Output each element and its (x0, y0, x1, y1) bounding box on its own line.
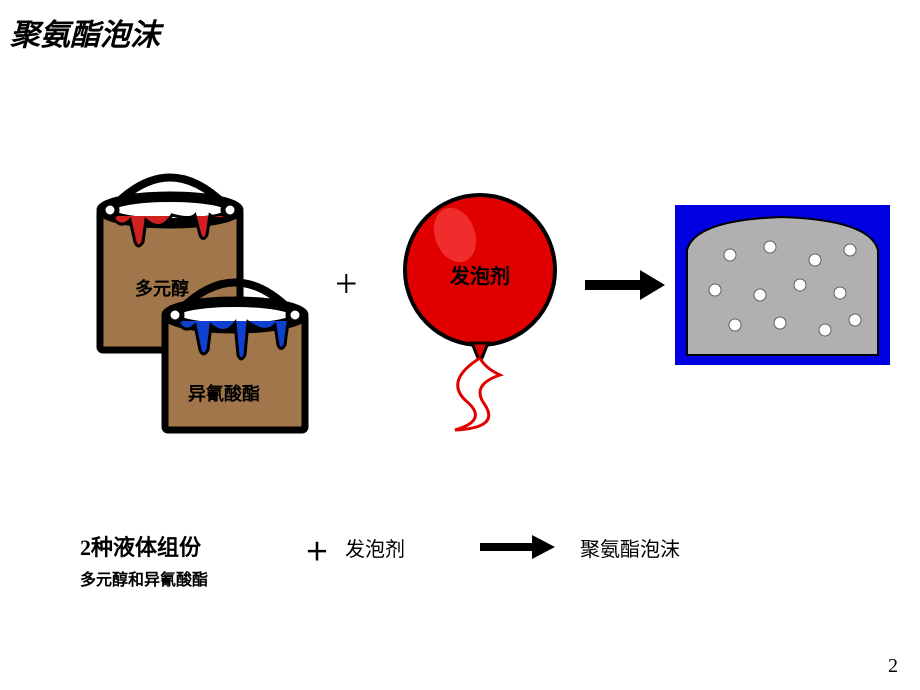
main-diagram: 多元醇 异氰酸酯 + 发泡剂 (80, 170, 880, 460)
back-can-label: 多元醇 (135, 275, 189, 301)
balloon-icon (390, 180, 570, 440)
components-sub: 多元醇和异氰酸酯 (80, 566, 208, 590)
blowing-agent-label: 发泡剂 (345, 533, 405, 562)
components-main: 2种液体组份 (80, 530, 208, 562)
front-can-label: 异氰酸酯 (188, 380, 260, 406)
plus-icon-1: + (335, 260, 358, 307)
balloon-label: 发泡剂 (450, 260, 510, 289)
page-number: 2 (888, 655, 898, 678)
result-label: 聚氨酯泡沫 (580, 533, 680, 562)
plus-icon-2: ＋ (305, 532, 329, 567)
arrow-icon-1 (585, 270, 665, 300)
arrow-icon-2 (480, 535, 555, 559)
components-label: 2种液体组份 多元醇和异氰酸酯 (80, 530, 208, 590)
bottom-equation: 2种液体组份 多元醇和异氰酸酯 ＋ 发泡剂 聚氨酯泡沫 (80, 530, 880, 610)
foam-box-icon (675, 205, 890, 365)
slide-title: 聚氨酯泡沫 (10, 10, 160, 54)
